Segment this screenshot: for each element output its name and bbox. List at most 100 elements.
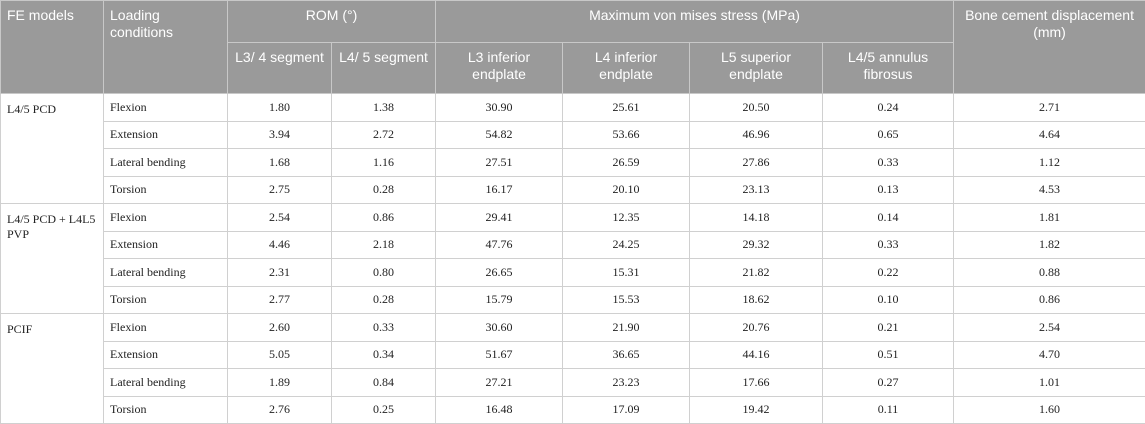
value-cell: 17.66 (690, 369, 823, 397)
subheader-l45-segment: L4/ 5 segment (332, 43, 436, 94)
value-cell: 17.09 (563, 396, 690, 424)
value-cell: 23.13 (690, 176, 823, 204)
value-cell: 20.10 (563, 176, 690, 204)
value-cell: 1.12 (954, 149, 1145, 177)
value-cell: 0.10 (823, 286, 954, 314)
loading-condition-cell: Flexion (104, 314, 228, 342)
value-cell: 1.81 (954, 204, 1145, 232)
subheader-l34-segment: L3/ 4 segment (228, 43, 332, 94)
fe-model-cell: L4/5 PCD + L4L5 PVP (1, 204, 104, 314)
value-cell: 29.32 (690, 231, 823, 259)
value-cell: 0.88 (954, 259, 1145, 287)
value-cell: 0.34 (332, 341, 436, 369)
value-cell: 36.65 (563, 341, 690, 369)
value-cell: 15.31 (563, 259, 690, 287)
loading-condition-cell: Flexion (104, 94, 228, 122)
value-cell: 14.18 (690, 204, 823, 232)
header-rom: ROM (°) (228, 1, 436, 43)
value-cell: 54.82 (436, 121, 563, 149)
value-cell: 20.76 (690, 314, 823, 342)
value-cell: 26.65 (436, 259, 563, 287)
value-cell: 46.96 (690, 121, 823, 149)
value-cell: 21.82 (690, 259, 823, 287)
fe-model-cell: PCIF (1, 314, 104, 424)
value-cell: 20.50 (690, 94, 823, 122)
value-cell: 24.25 (563, 231, 690, 259)
value-cell: 3.94 (228, 121, 332, 149)
subheader-annulus: L4/5 annulus fibrosus (823, 43, 954, 94)
value-cell: 1.01 (954, 369, 1145, 397)
value-cell: 15.53 (563, 286, 690, 314)
value-cell: 26.59 (563, 149, 690, 177)
value-cell: 16.48 (436, 396, 563, 424)
value-cell: 19.42 (690, 396, 823, 424)
header-max-stress: Maximum von mises stress (MPa) (436, 1, 954, 43)
value-cell: 0.28 (332, 176, 436, 204)
value-cell: 2.77 (228, 286, 332, 314)
value-cell: 53.66 (563, 121, 690, 149)
value-cell: 44.16 (690, 341, 823, 369)
value-cell: 2.72 (332, 121, 436, 149)
value-cell: 5.05 (228, 341, 332, 369)
value-cell: 0.84 (332, 369, 436, 397)
value-cell: 1.16 (332, 149, 436, 177)
value-cell: 25.61 (563, 94, 690, 122)
value-cell: 27.51 (436, 149, 563, 177)
value-cell: 4.46 (228, 231, 332, 259)
loading-condition-cell: Torsion (104, 176, 228, 204)
value-cell: 0.13 (823, 176, 954, 204)
subheader-l5-superior: L5 superior endplate (690, 43, 823, 94)
value-cell: 27.86 (690, 149, 823, 177)
value-cell: 2.60 (228, 314, 332, 342)
loading-condition-cell: Lateral bending (104, 369, 228, 397)
value-cell: 0.86 (954, 286, 1145, 314)
value-cell: 0.24 (823, 94, 954, 122)
value-cell: 1.68 (228, 149, 332, 177)
value-cell: 15.79 (436, 286, 563, 314)
subheader-l3-inferior: L3 inferior endplate (436, 43, 563, 94)
value-cell: 16.17 (436, 176, 563, 204)
loading-condition-cell: Torsion (104, 286, 228, 314)
value-cell: 1.89 (228, 369, 332, 397)
loading-condition-cell: Torsion (104, 396, 228, 424)
value-cell: 0.80 (332, 259, 436, 287)
header-loading-conditions: Loading conditions (104, 1, 228, 94)
value-cell: 23.23 (563, 369, 690, 397)
value-cell: 0.27 (823, 369, 954, 397)
value-cell: 4.70 (954, 341, 1145, 369)
loading-condition-cell: Flexion (104, 204, 228, 232)
value-cell: 0.86 (332, 204, 436, 232)
loading-condition-cell: Extension (104, 121, 228, 149)
value-cell: 2.31 (228, 259, 332, 287)
value-cell: 4.53 (954, 176, 1145, 204)
value-cell: 2.76 (228, 396, 332, 424)
value-cell: 18.62 (690, 286, 823, 314)
value-cell: 1.82 (954, 231, 1145, 259)
value-cell: 1.80 (228, 94, 332, 122)
header-fe-models: FE models (1, 1, 104, 94)
value-cell: 0.25 (332, 396, 436, 424)
value-cell: 1.38 (332, 94, 436, 122)
value-cell: 0.65 (823, 121, 954, 149)
value-cell: 30.90 (436, 94, 563, 122)
header-bone-cement: Bone cement displacement (mm) (954, 1, 1145, 94)
value-cell: 12.35 (563, 204, 690, 232)
value-cell: 0.21 (823, 314, 954, 342)
value-cell: 2.18 (332, 231, 436, 259)
subheader-l4-inferior: L4 inferior endplate (563, 43, 690, 94)
value-cell: 4.64 (954, 121, 1145, 149)
value-cell: 0.33 (332, 314, 436, 342)
loading-condition-cell: Extension (104, 341, 228, 369)
value-cell: 30.60 (436, 314, 563, 342)
value-cell: 51.67 (436, 341, 563, 369)
